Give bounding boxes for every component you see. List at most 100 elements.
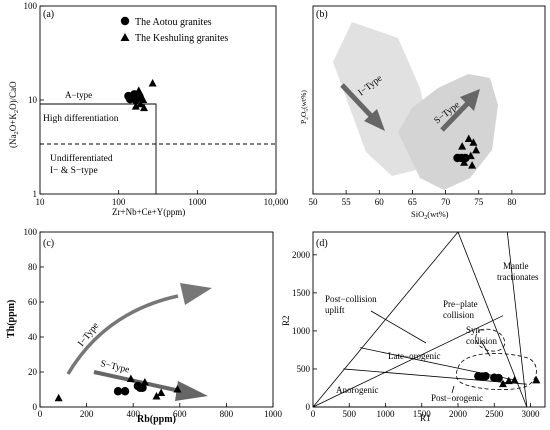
- panel-c-ticks: 0 200 400 600 800 1000 0 20 40 60 80 100: [24, 227, 283, 419]
- y-tick-label: 100: [24, 1, 38, 11]
- post-collision-label: Post−collision: [325, 294, 377, 304]
- a-type-boundary: [40, 103, 157, 194]
- high-differentiation-label: High differentiation: [43, 113, 119, 124]
- x-tick-label: 400: [126, 409, 140, 419]
- keshuling-point: [472, 145, 481, 154]
- panel-b-y-axis-title: P2O5(wt%): [299, 90, 310, 124]
- x-tick-label: 65: [408, 197, 418, 207]
- panel-c-label: (c): [43, 238, 54, 249]
- pre-plate-label: Pre−plate: [443, 299, 478, 309]
- s-type-arrow-head: [460, 89, 480, 111]
- panel-d-ticks: 0 500 1000 1500 2000 2500 3000 0 500 1000 1500 2000: [292, 250, 540, 419]
- keshuling-point: [468, 161, 477, 169]
- panel-b-label: (b): [316, 9, 328, 20]
- panel-c-points: [54, 374, 182, 402]
- y-tick-label: 40: [28, 332, 38, 342]
- panel-d-y-axis-title: R2: [281, 315, 291, 326]
- y-tick-label: 100: [24, 227, 38, 237]
- field-boundary-line: [343, 368, 527, 385]
- s-type-trend-arrow-head: [175, 381, 208, 401]
- panel-a-points: [124, 78, 157, 112]
- i-type-trend-arrow-head: [180, 283, 212, 305]
- x-tick-label: 100: [112, 197, 126, 207]
- x-tick-label: 1500: [413, 409, 432, 419]
- legend-aotou-label: The Aotou granites: [135, 17, 212, 28]
- y-tick-label: 10: [28, 95, 38, 105]
- y-tick-label: 0: [33, 402, 38, 412]
- keshuling-point: [131, 102, 140, 110]
- x-tick-label: 3000: [522, 409, 541, 419]
- aotou-point: [113, 387, 123, 396]
- x-tick-label: 55: [342, 197, 352, 207]
- x-tick-label: 500: [343, 409, 357, 419]
- s-type-arrow-shaft: [440, 101, 470, 132]
- collision-label: collision: [443, 310, 474, 320]
- x-tick-label: 1000: [188, 197, 207, 207]
- panel-d: (d) Mantle tractionates Post−collision u…: [281, 231, 546, 423]
- syn-collision-envelope: [475, 328, 506, 352]
- syn-label: Syn−: [466, 325, 485, 335]
- aotou-point: [481, 371, 490, 381]
- i-type-trend-arrow: [66, 294, 179, 375]
- y-tick-label: 2000: [292, 250, 311, 260]
- keshuling-point: [140, 103, 149, 112]
- keshuling-point: [157, 388, 166, 396]
- panel-b-points: [453, 134, 481, 169]
- field-boundary-line: [360, 347, 517, 381]
- y-tick-label: 1000: [292, 326, 311, 336]
- panel-c-frame: [39, 231, 274, 408]
- sample-envelope: [455, 353, 537, 390]
- keshuling-point: [469, 138, 478, 146]
- keshuling-point: [504, 376, 513, 385]
- keshuling-point: [532, 375, 541, 384]
- keshuling-point: [152, 392, 161, 400]
- i-type-arrow-shaft: [340, 83, 376, 121]
- field-boundary-line: [312, 315, 504, 408]
- panel-c-x-axis-title: Rb(ppm): [137, 414, 176, 425]
- s-type-trend-arrow: [93, 370, 181, 393]
- keshuling-point: [139, 95, 148, 103]
- x-tick-label: 2000: [449, 409, 468, 419]
- x-tick-label: 800: [220, 409, 234, 419]
- keshuling-point: [466, 151, 475, 160]
- panel-c: (c) I−Type S−Type Rb(ppm) Th(ppm) 0 200 40…: [6, 227, 283, 425]
- x-tick-label: 0: [38, 409, 43, 419]
- a-type-label: A−type: [65, 90, 92, 100]
- panel-a-label: (a): [43, 9, 54, 20]
- y-tick-label: 60: [28, 297, 38, 307]
- i-s-type-label: I− & S−type: [50, 166, 98, 176]
- aotou-point: [138, 383, 147, 392]
- x-tick-label: 10: [36, 197, 46, 207]
- y-tick-label: 20: [28, 367, 38, 377]
- panel-b-ticks: 50 55 60 65 70 75 80: [309, 190, 517, 207]
- panel-b-x-axis-title: SiO2(wt%): [411, 209, 449, 221]
- x-tick-label: 200: [80, 409, 94, 419]
- field-boundary-line: [506, 231, 528, 408]
- legend-keshuling-label: The Keshuling granites: [135, 33, 228, 44]
- legend-triangle-marker: [120, 33, 130, 41]
- late-orogenic-label: Late−orogenic: [388, 351, 441, 361]
- keshuling-point: [510, 375, 519, 384]
- keshuling-point: [54, 393, 63, 402]
- x-tick-label: 80: [507, 197, 517, 207]
- x-tick-label: 50: [309, 197, 319, 207]
- x-tick-label: 60: [375, 197, 385, 207]
- y-tick-label: 1: [33, 189, 38, 199]
- y-tick-label: 0: [306, 402, 311, 412]
- panel-a: (a) The Aotou granites The Keshuling gra…: [8, 1, 289, 217]
- mantle-label: Mantle: [503, 261, 529, 271]
- legend-circle-marker: [120, 16, 130, 26]
- aotou-point: [120, 387, 130, 396]
- panel-b-frame: [312, 5, 546, 195]
- aotou-point: [125, 94, 135, 104]
- x-tick-label: 70: [441, 197, 451, 207]
- y-tick-label: 80: [28, 262, 38, 272]
- panel-a-y-axis-title: (Na2O+K2O)/CaO: [8, 81, 20, 148]
- tractionates-label: tractionates: [497, 272, 539, 282]
- aotou-point: [494, 373, 503, 383]
- keshuling-point: [498, 379, 507, 388]
- x-tick-label: 1000: [377, 409, 396, 419]
- x-tick-label: 600: [173, 409, 187, 419]
